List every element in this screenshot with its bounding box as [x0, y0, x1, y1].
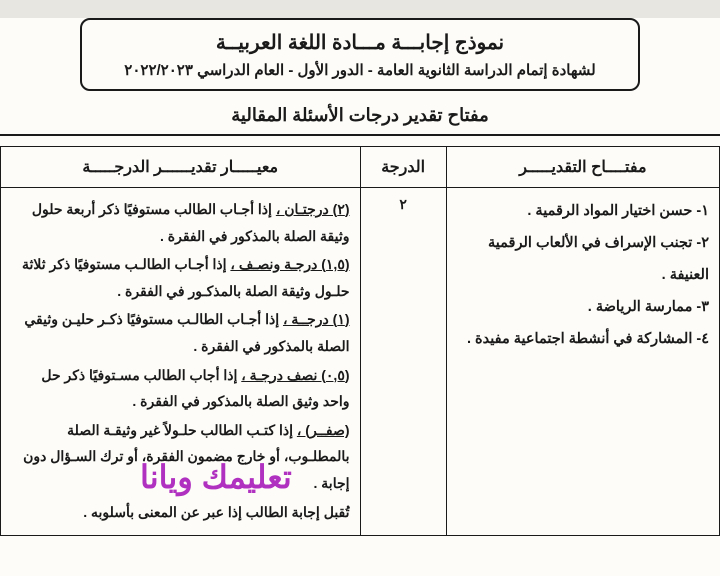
- criteria-list: (٢) درجتـان ، إذا أجـاب الطالب مستوفيًا …: [11, 196, 350, 525]
- criteria-item: (صفــر) ، إذا كتـب الطالب حلـولاً غير وث…: [11, 417, 350, 497]
- doc-subtitle: لشهادة إتمام الدراسة الثانوية العامة - ا…: [102, 61, 618, 79]
- table-header-row: مفتــــاح التقديـــــر الدرجة معيـــــار…: [1, 147, 720, 188]
- key-item: ٤- المشاركة في أنشطة اجتماعية مفيدة .: [457, 324, 709, 356]
- criteria-item: تُقبل إجابة الطالب إذا عبر عن المعنى بأس…: [11, 499, 350, 526]
- criteria-lead: (١) درجــة ،: [283, 311, 350, 327]
- criteria-lead: (١,٥) درجـة ونصـف ،: [230, 256, 349, 272]
- criteria-lead: (صفــر) ،: [297, 422, 350, 438]
- doc-title: نموذج إجابـــة مـــادة اللغة العربيــة: [102, 30, 618, 55]
- criteria-item: (٠,٥) نصف درجـة ، إذا أجاب الطالب مسـتوف…: [11, 362, 350, 415]
- th-criteria: معيـــــار تقديــــــر الدرجـــــة: [1, 147, 361, 188]
- key-list: ١- حسن اختيار المواد الرقمية . ٢- تجنب ا…: [457, 196, 709, 355]
- cell-grade: ٢: [360, 188, 446, 536]
- key-item: ٢- تجنب الإسراف في الألعاب الرقمية العني…: [457, 228, 709, 292]
- cell-key: ١- حسن اختيار المواد الرقمية . ٢- تجنب ا…: [446, 188, 719, 536]
- rubric-table: مفتــــاح التقديـــــر الدرجة معيـــــار…: [0, 146, 720, 536]
- th-key: مفتــــاح التقديـــــر: [446, 147, 719, 188]
- table-row: ١- حسن اختيار المواد الرقمية . ٢- تجنب ا…: [1, 188, 720, 536]
- section-title: مفتاح تقدير درجات الأسئلة المقالية: [0, 105, 720, 136]
- criteria-lead: (٢) درجتـان ،: [276, 201, 350, 217]
- criteria-item: (١,٥) درجـة ونصـف ، إذا أجـاب الطالـب مس…: [11, 251, 350, 304]
- criteria-rest: تُقبل إجابة الطالب إذا عبر عن المعنى بأس…: [83, 504, 349, 520]
- document-page: نموذج إجابـــة مـــادة اللغة العربيــة ل…: [0, 18, 720, 576]
- criteria-lead: (٠,٥) نصف درجـة ،: [241, 367, 349, 383]
- criteria-item: (١) درجــة ، إذا أجـاب الطالـب مستوفيًا …: [11, 306, 350, 359]
- key-item: ٣- ممارسة الرياضة .: [457, 292, 709, 324]
- th-grade: الدرجة: [360, 147, 446, 188]
- cell-criteria: (٢) درجتـان ، إذا أجـاب الطالب مستوفيًا …: [1, 188, 361, 536]
- header-box: نموذج إجابـــة مـــادة اللغة العربيــة ل…: [80, 18, 640, 91]
- key-item: ١- حسن اختيار المواد الرقمية .: [457, 196, 709, 228]
- criteria-item: (٢) درجتـان ، إذا أجـاب الطالب مستوفيًا …: [11, 196, 350, 249]
